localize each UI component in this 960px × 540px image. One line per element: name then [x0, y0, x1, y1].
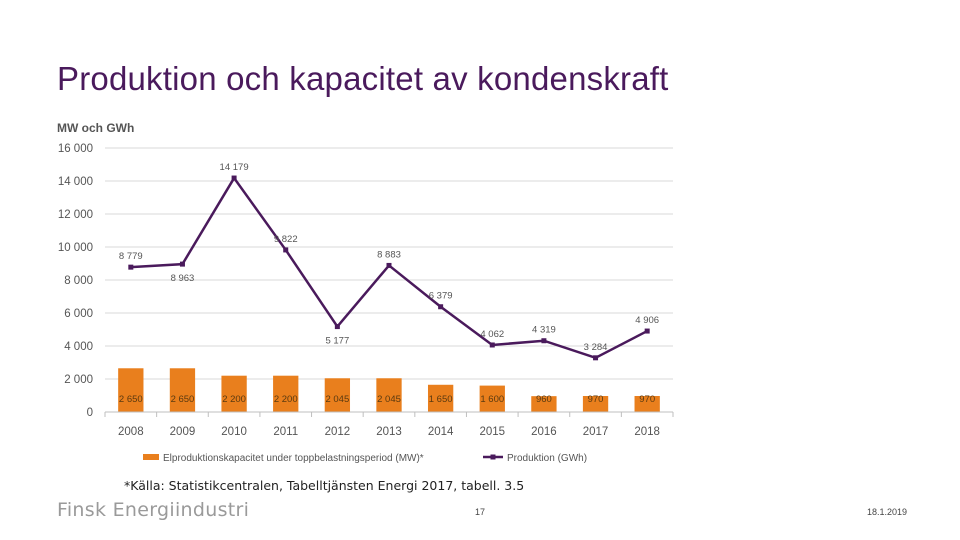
y-tick-label: 6 000: [64, 308, 93, 320]
legend-label-bar: Elproduktionskapacitet under toppbelastn…: [163, 453, 424, 464]
line-marker: [644, 328, 650, 334]
line-series: 8 779 8 963 14 179 9 822 5 177 8 883 6 379 4 06…: [119, 162, 659, 361]
line-marker: [283, 247, 289, 253]
y-tick-label: 0: [87, 407, 93, 419]
bar: [531, 396, 557, 412]
line-data-label: 14 179: [220, 162, 249, 173]
y-tick-label: 4 000: [64, 341, 93, 353]
bar-data-label: 2 650: [171, 394, 195, 405]
line-data-label: 8 883: [377, 249, 401, 260]
line-data-label: 8 779: [119, 251, 143, 262]
y-axis-label: MW och GWh: [57, 121, 134, 135]
x-tick-label: 2018: [634, 426, 660, 438]
x-tick-label: 2016: [531, 426, 557, 438]
line-marker: [489, 342, 495, 348]
line-marker: [438, 304, 444, 310]
bar: [634, 395, 660, 412]
bar: [221, 375, 247, 412]
x-tick-labels: 2008 2009 2010 2011 2012 2013 2014 2015 2016 2017…: [104, 412, 674, 438]
legend-marker-line: [490, 454, 496, 460]
line-data-label: 6 379: [429, 291, 453, 302]
y-tick-label: 16 000: [58, 143, 93, 155]
bar-data-label: 960: [536, 394, 552, 405]
slide-date: 18.1.2019: [867, 507, 908, 517]
bar: [479, 385, 505, 412]
x-tick-label: 2008: [118, 426, 144, 438]
bar: [324, 378, 351, 412]
line-data-label: 3 284: [584, 342, 608, 353]
bar: [273, 375, 299, 412]
x-tick-label: 2009: [170, 426, 196, 438]
line-marker: [541, 338, 547, 344]
y-tick-label: 10 000: [58, 242, 93, 254]
line-data-label: 5 177: [325, 336, 349, 347]
bar: [582, 395, 609, 412]
line-marker: [386, 262, 392, 268]
bar-data-label: 970: [588, 394, 604, 405]
x-tick-label: 2014: [428, 426, 454, 438]
line-marker: [128, 264, 134, 270]
y-tick-labels: 0 2 000 4 000 6 000 8 000 10 000 12 000 14 000 1…: [58, 143, 93, 419]
bar-data-label: 2 650: [119, 394, 143, 405]
line-data-label: 4 906: [635, 315, 659, 326]
bar: [427, 384, 454, 412]
bar-data-label: 2 045: [377, 394, 401, 405]
line-marker: [593, 355, 599, 361]
line-data-label: 4 319: [532, 325, 556, 336]
x-tick-label: 2017: [583, 426, 609, 438]
gridlines: [105, 147, 673, 380]
bar: [376, 378, 402, 412]
legend: Elproduktionskapacitet under toppbelastn…: [143, 453, 587, 464]
source-note: *Källa: Statistikcentralen, Tabelltjänst…: [124, 478, 525, 493]
x-tick-label: 2010: [221, 426, 247, 438]
y-tick-label: 8 000: [64, 275, 93, 287]
line-marker: [179, 261, 185, 267]
bar-data-label: 970: [639, 394, 655, 405]
legend-swatch-bar: [143, 454, 159, 460]
x-tick-label: 2013: [376, 426, 402, 438]
x-tick-label: 2012: [325, 426, 351, 438]
line-data-label: 4 062: [480, 329, 504, 340]
line-marker: [334, 324, 340, 330]
line-data-label: 9 822: [274, 234, 298, 245]
company-logo: Finsk Energiindustri: [57, 499, 250, 521]
y-tick-label: 14 000: [58, 176, 93, 188]
bar: [118, 368, 144, 412]
bar-data-label: 2 200: [274, 394, 298, 405]
y-tick-label: 2 000: [64, 374, 93, 386]
bar-data-label: 2 200: [222, 394, 246, 405]
legend-label-line: Produktion (GWh): [507, 453, 587, 464]
y-tick-label: 12 000: [58, 209, 93, 221]
bar-data-label: 2 045: [325, 394, 349, 405]
page-number: 17: [475, 507, 486, 517]
slide-title: Produktion och kapacitet av kondenskraft: [57, 60, 669, 97]
line-marker: [231, 175, 237, 181]
bar-data-label: 1 650: [429, 394, 453, 405]
x-tick-label: 2015: [479, 426, 505, 438]
bar-data-label: 1 600: [480, 394, 504, 405]
x-tick-label: 2011: [273, 426, 298, 438]
bar-series: 2 650 2 650 2 200 2 200 2 045 2 045 1 650 1 600…: [118, 368, 660, 412]
line-data-label: 8 963: [171, 273, 195, 284]
bar: [169, 368, 196, 412]
